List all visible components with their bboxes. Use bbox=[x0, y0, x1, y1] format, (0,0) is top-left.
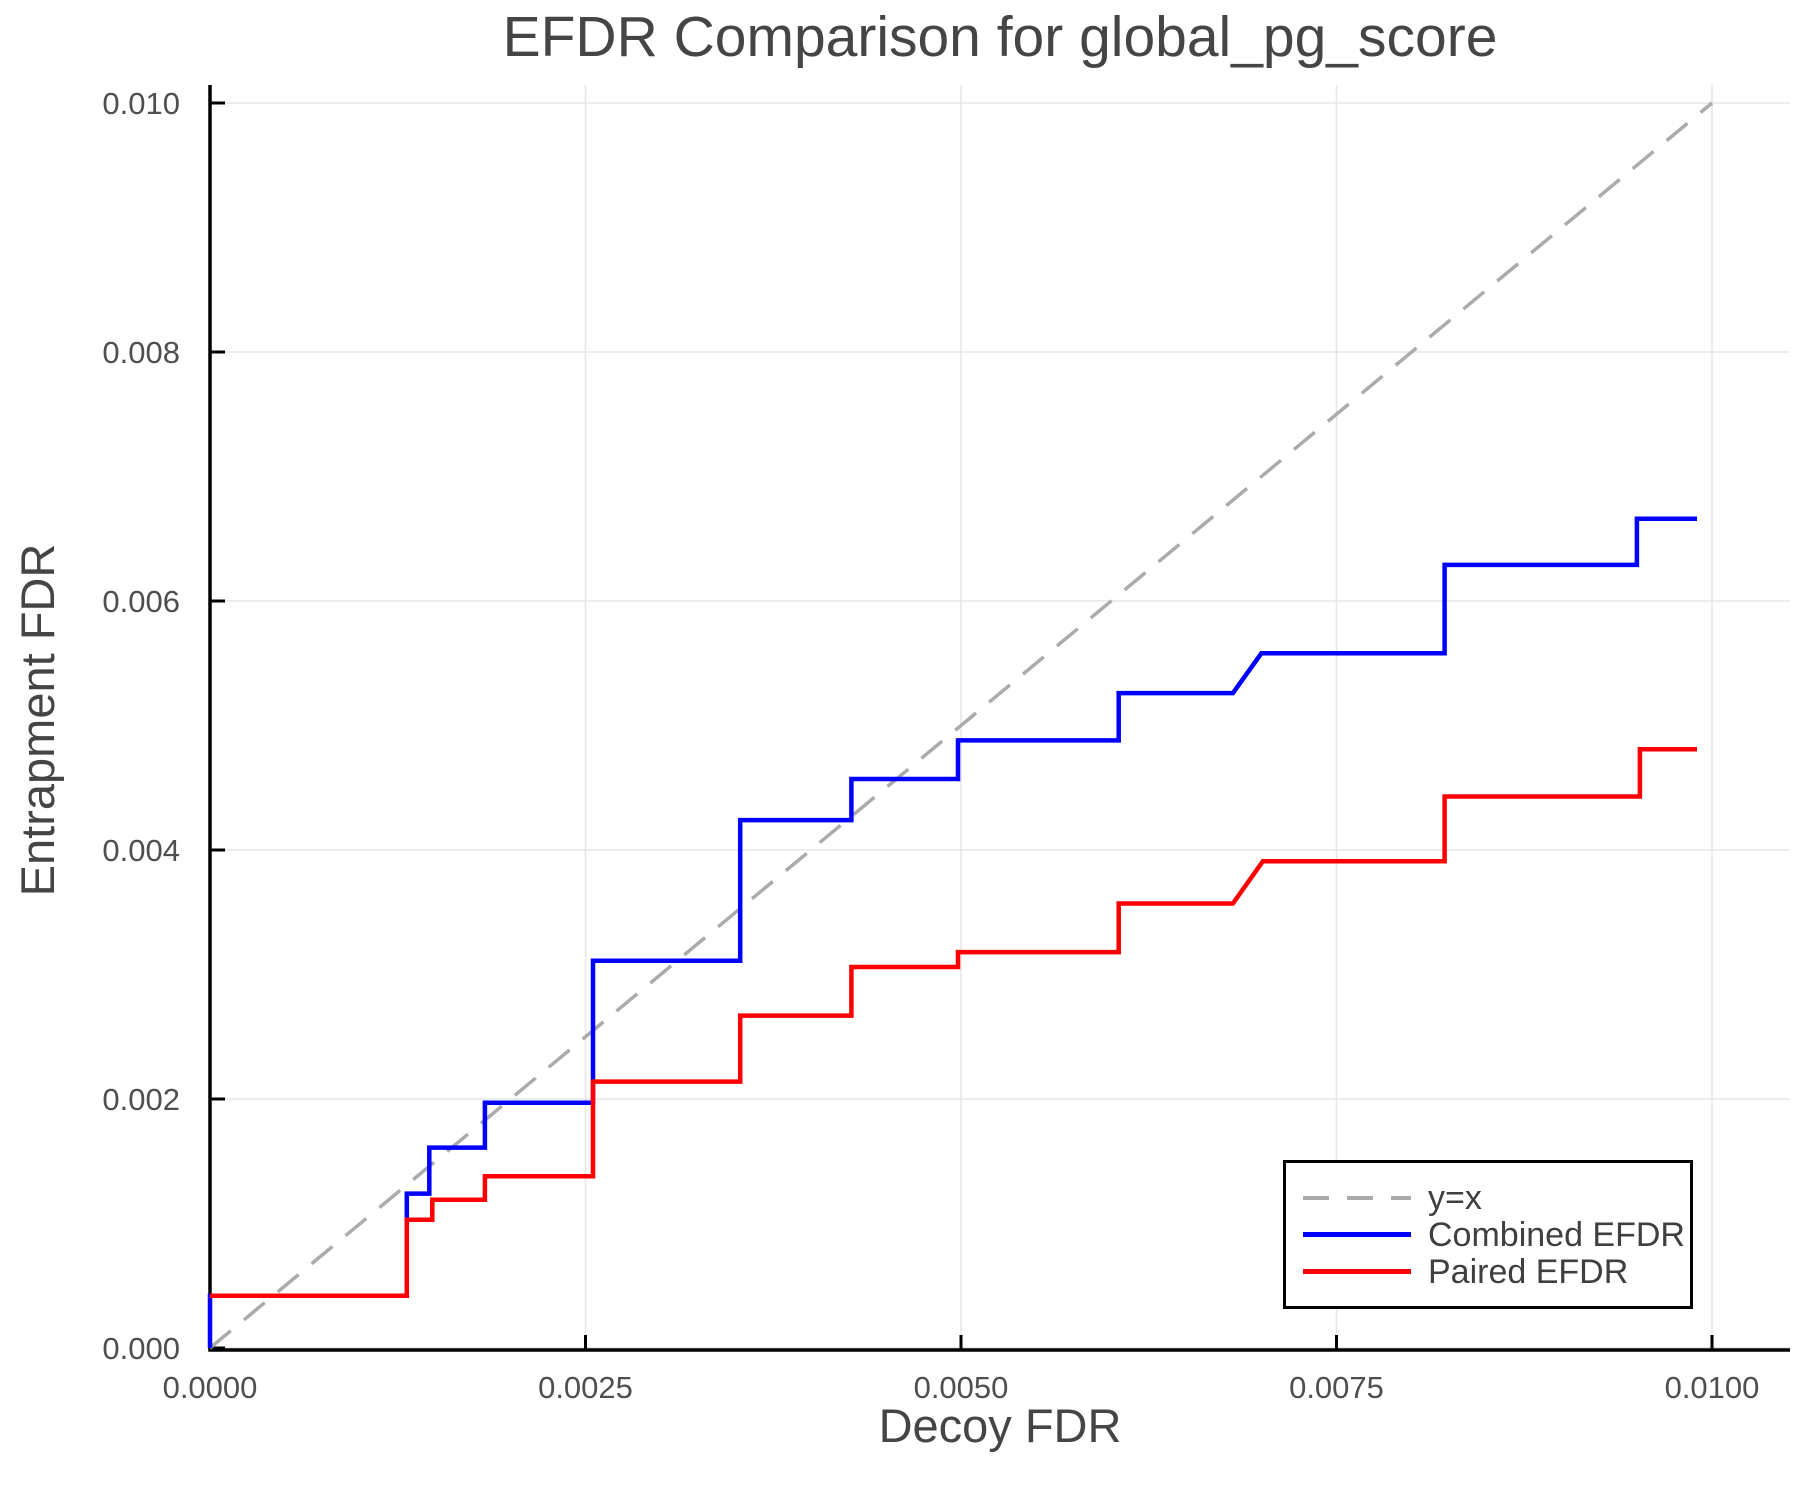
x-tick-label: 0.0050 bbox=[914, 1370, 1009, 1405]
axes-spines-layer bbox=[208, 85, 1790, 1352]
series-line-y-x bbox=[208, 101, 1714, 1350]
legend-label: y=x bbox=[1428, 1178, 1482, 1217]
y-tick-label: 0.010 bbox=[102, 86, 180, 121]
legend-item-combined-efdr: Combined EFDR bbox=[1303, 1216, 1690, 1253]
x-tick-label: 0.0025 bbox=[538, 1370, 633, 1405]
series-line-paired-efdr bbox=[210, 746, 1697, 1298]
x-tick-label: 0.0100 bbox=[1665, 1370, 1760, 1405]
y-tick-label: 0.008 bbox=[102, 335, 180, 370]
legend-label: Paired EFDR bbox=[1428, 1252, 1629, 1291]
legend-item-paired-efdr: Paired EFDR bbox=[1303, 1253, 1690, 1290]
series-line-combined-efdr bbox=[207, 516, 1697, 1348]
solid-line-sample-icon bbox=[1303, 1232, 1411, 1237]
y-tick-label: 0.002 bbox=[102, 1082, 180, 1117]
tick-labels-layer: 0.0000 0.0025 0.0050 0.0075 0.0100 0.000 0.002… bbox=[102, 86, 1759, 1405]
legend: y=x Combined EFDR Paired EFDR bbox=[1283, 1160, 1693, 1309]
legend-label: Combined EFDR bbox=[1428, 1215, 1685, 1254]
y-tick-label: 0.000 bbox=[102, 1331, 180, 1366]
x-tick-label: 0.0000 bbox=[163, 1370, 258, 1405]
dashed-line-sample-icon bbox=[1303, 1195, 1411, 1200]
y-axis-label: Entrapment FDR bbox=[11, 543, 64, 897]
series-layer bbox=[207, 101, 1714, 1350]
y-tick-label: 0.004 bbox=[102, 833, 180, 868]
y-tick-label: 0.006 bbox=[102, 584, 180, 619]
legend-item-yx: y=x bbox=[1303, 1179, 1690, 1216]
x-tick-label: 0.0075 bbox=[1289, 1370, 1384, 1405]
x-axis-label: Decoy FDR bbox=[878, 1399, 1122, 1452]
gridlines-layer bbox=[209, 85, 1790, 1350]
solid-line-sample-icon bbox=[1303, 1269, 1411, 1274]
chart-title: EFDR Comparison for global_pg_score bbox=[502, 5, 1498, 69]
